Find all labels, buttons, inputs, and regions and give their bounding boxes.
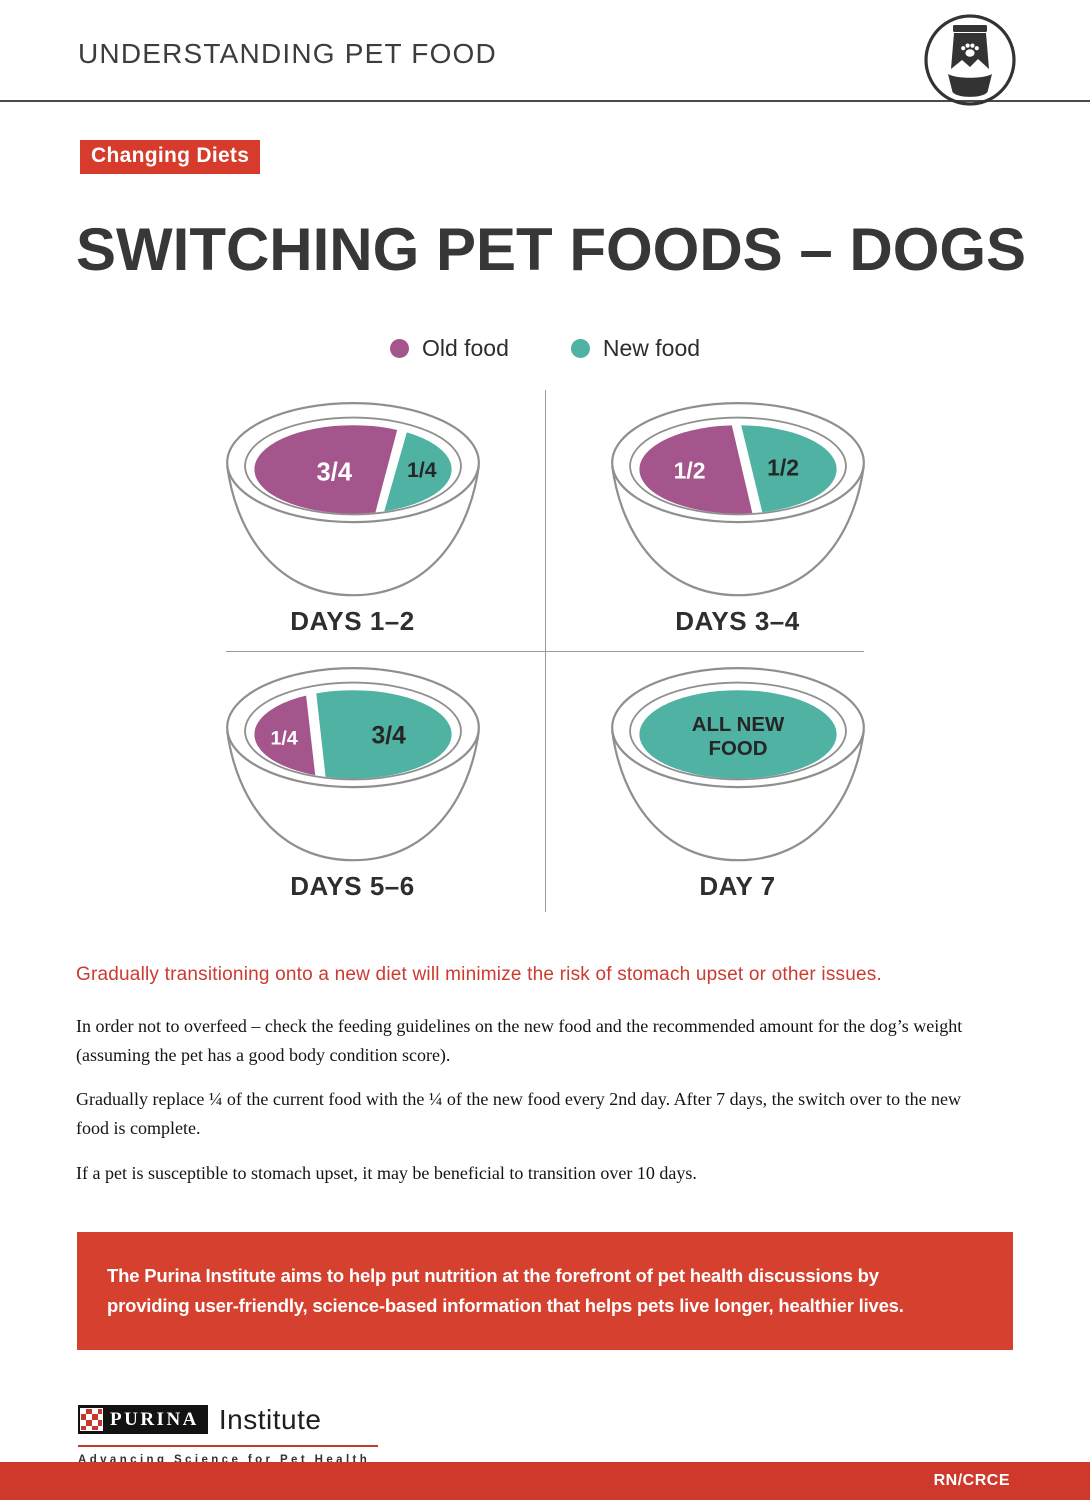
paw-print-icon [961, 43, 979, 57]
bowl-caption: DAY 7 [699, 871, 776, 901]
old-fraction-label: 1/2 [673, 458, 705, 484]
purina-wordmark: PURINA [78, 1405, 208, 1435]
header-title: UNDERSTANDING PET FOOD [78, 38, 497, 69]
bowl-rim-inner [243, 416, 462, 516]
bowl-rim-inner [628, 681, 847, 781]
page-header: UNDERSTANDING PET FOOD [0, 0, 1090, 106]
body-paragraph-3: If a pet is susceptible to stomach upset… [76, 1162, 697, 1183]
bowl-days-5-6: 1/4 3/4 DAYS 5–6 [160, 651, 545, 916]
bowl-days-1-2: 3/4 1/4 DAYS 1–2 [160, 386, 545, 651]
banner-line-2: providing user-friendly, science-based i… [107, 1294, 904, 1316]
section-badge: Changing Diets [80, 140, 261, 174]
bowl-body [225, 465, 480, 597]
new-food-portion [740, 425, 837, 514]
all-new-food-label-line2: FOOD [708, 738, 767, 760]
old-food-dot-icon [389, 339, 409, 358]
bowl-days-1-2-svg: 3/4 1/4 [225, 401, 480, 597]
old-fraction-label: 1/4 [270, 728, 297, 750]
bowl-day-7: ALL NEW FOOD DAY 7 [545, 651, 930, 916]
legend-label-old: Old food [421, 335, 509, 361]
legend-item-new-food: New food [570, 335, 701, 362]
old-food-portion [638, 425, 752, 514]
all-new-food-label-line1: ALL NEW [691, 714, 784, 736]
purina-checkerboard-icon [80, 1408, 103, 1432]
purina-institute-logo: PURINA Institute Advancing Science for P… [78, 1404, 378, 1466]
new-fraction-label: 1/2 [767, 454, 799, 480]
new-fraction-label: 1/4 [407, 458, 437, 482]
bowl-caption: DAYS 5–6 [290, 871, 415, 901]
bowls-grid: 3/4 1/4 DAYS 1–2 1/2 1/2 DAYS 3–4 [160, 386, 930, 916]
logo-underline [78, 1444, 378, 1447]
bowl-day-7-svg: ALL NEW FOOD [610, 666, 865, 862]
new-food-portion [315, 690, 452, 779]
legend-label-new: New food [602, 335, 701, 361]
body-copy: In order not to overfeed – check the fee… [76, 1012, 988, 1188]
old-food-portion [253, 690, 316, 779]
body-paragraph-1: In order not to overfeed – check the fee… [76, 1016, 963, 1066]
bowl-rim-outer [225, 401, 480, 524]
purina-brand-text: PURINA [110, 1409, 199, 1431]
footer-code: RN/CRCE [933, 1472, 1010, 1489]
bowl-days-3-4: 1/2 1/2 DAYS 3–4 [545, 386, 930, 651]
institute-text: Institute [218, 1403, 322, 1435]
banner-line-1: The Purina Institute aims to help put nu… [107, 1264, 879, 1286]
old-fraction-label: 3/4 [316, 458, 352, 486]
grid-horizontal-divider [226, 651, 864, 652]
bowl-rim-outer [610, 401, 865, 524]
bowl-caption: DAYS 1–2 [290, 606, 415, 636]
new-fraction-label: 3/4 [371, 723, 406, 750]
bowl-rim-outer [225, 666, 480, 789]
new-food-portion [638, 690, 837, 779]
pet-food-bag-icon [922, 12, 1018, 108]
bowl-rim-inner [243, 681, 462, 781]
bowl-body [225, 730, 480, 862]
pet-food-bag-icon-svg [924, 14, 1016, 106]
bowl-body [610, 465, 865, 597]
bowl-rim-outer [610, 666, 865, 789]
bowl-body [610, 730, 865, 862]
legend: Old food New food [0, 335, 1090, 362]
bowl-days-3-4-svg: 1/2 1/2 [610, 401, 865, 597]
highlight-statement: Gradually transitioning onto a new diet … [76, 964, 882, 985]
bowl-caption: DAYS 3–4 [675, 606, 800, 636]
new-food-portion [383, 425, 452, 514]
bowl-days-5-6-svg: 1/4 3/4 [225, 666, 480, 862]
body-paragraph-2: Gradually replace ¼ of the current food … [76, 1089, 962, 1139]
purina-institute-banner: The Purina Institute aims to help put nu… [77, 1231, 1013, 1350]
new-food-dot-icon [570, 339, 590, 358]
page-title: SWITCHING PET FOODS – DOGS [76, 216, 1027, 283]
footer-bar: RN/CRCE [0, 1462, 1090, 1500]
old-food-portion [253, 425, 399, 514]
legend-item-old-food: Old food [389, 335, 509, 362]
bowl-rim-inner [628, 416, 847, 516]
